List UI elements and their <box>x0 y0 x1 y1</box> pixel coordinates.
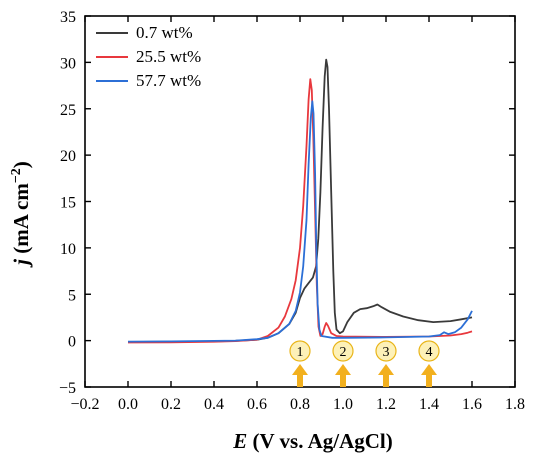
y-tick-label: 15 <box>60 195 76 212</box>
legend-label: 0.7 wt% <box>136 23 193 42</box>
y-tick-label: 25 <box>60 102 76 119</box>
marker-2: 2 <box>332 340 354 387</box>
arrow-up-icon <box>421 364 437 375</box>
x-tick-label: −0.2 <box>70 396 99 413</box>
marker-circle <box>332 340 354 362</box>
x-tick-label: 1.6 <box>462 396 482 413</box>
y-axis-label-rest: (mA cm <box>9 183 33 259</box>
y-tick-label: 10 <box>60 241 76 258</box>
x-axis-label-italic: E <box>232 429 247 453</box>
y-tick-label: 20 <box>60 148 76 165</box>
legend-entry-3: 57.7 wt% <box>96 71 201 90</box>
marker-4: 4 <box>418 340 440 387</box>
x-tick-label: 0.2 <box>161 396 181 413</box>
series-line-2 <box>127 78 473 344</box>
x-tick-label: 0.0 <box>118 396 138 413</box>
y-tick-label: −5 <box>59 380 76 397</box>
x-tick-label: 1.8 <box>505 396 525 413</box>
series-line-1 <box>127 58 473 343</box>
arrow-up-icon <box>292 364 308 375</box>
legend-label: 57.7 wt% <box>136 71 201 90</box>
y-axis-label: j (mA cm−2) <box>9 161 33 268</box>
y-tick-label: 5 <box>68 287 76 304</box>
x-tick-label: 1.4 <box>419 396 439 413</box>
legend-entry-1: 0.7 wt% <box>96 23 193 42</box>
marker-label: 4 <box>426 345 433 360</box>
arrow-up-shaft <box>340 374 346 387</box>
x-tick-label: 1.2 <box>376 396 396 413</box>
x-tick-label: 1.0 <box>333 396 353 413</box>
marker-label: 3 <box>383 345 390 360</box>
x-axis-label-rest: (V vs. Ag/AgCl) <box>247 429 392 453</box>
y-tick-label: 35 <box>60 9 76 26</box>
x-tick-label: 0.6 <box>247 396 267 413</box>
arrow-up-shaft <box>383 374 389 387</box>
marker-circle <box>418 340 440 362</box>
marker-3: 3 <box>375 340 397 387</box>
marker-circle <box>375 340 397 362</box>
x-tick-label: 0.8 <box>290 396 310 413</box>
x-tick-label: 0.4 <box>204 396 224 413</box>
y-tick-label: 0 <box>68 334 76 351</box>
x-axis-label: E (V vs. Ag/AgCl) <box>232 429 392 453</box>
arrow-up-shaft <box>426 374 432 387</box>
marker-1: 1 <box>289 340 311 387</box>
arrow-up-icon <box>378 364 394 375</box>
y-tick-label: 30 <box>60 55 76 72</box>
marker-label: 1 <box>297 345 304 360</box>
legend-label: 25.5 wt% <box>136 47 201 66</box>
y-axis-label-close: ) <box>9 161 33 168</box>
marker-label: 2 <box>340 345 347 360</box>
y-axis-label-italic: j <box>9 259 33 268</box>
y-axis-label-sup: −2 <box>9 168 24 183</box>
marker-circle <box>289 340 311 362</box>
legend-entry-2: 25.5 wt% <box>96 47 201 66</box>
arrow-up-icon <box>335 364 351 375</box>
series-line-3 <box>127 100 473 343</box>
arrow-up-shaft <box>297 374 303 387</box>
